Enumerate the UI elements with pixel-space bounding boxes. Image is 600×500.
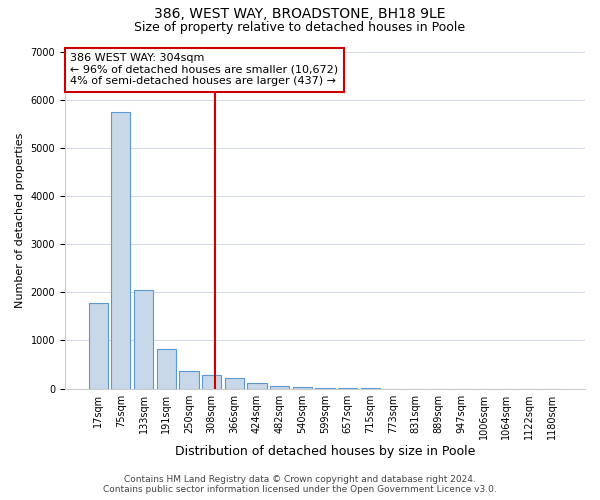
Text: 386, WEST WAY, BROADSTONE, BH18 9LE: 386, WEST WAY, BROADSTONE, BH18 9LE	[154, 8, 446, 22]
Text: 386 WEST WAY: 304sqm
← 96% of detached houses are smaller (10,672)
4% of semi-de: 386 WEST WAY: 304sqm ← 96% of detached h…	[70, 53, 338, 86]
Bar	[134, 290, 153, 388]
Text: Size of property relative to detached houses in Poole: Size of property relative to detached ho…	[134, 21, 466, 34]
Bar	[111, 112, 130, 388]
Text: Contains HM Land Registry data © Crown copyright and database right 2024.
Contai: Contains HM Land Registry data © Crown c…	[103, 474, 497, 494]
Bar	[247, 384, 266, 388]
Bar	[89, 303, 108, 388]
Bar	[202, 376, 221, 388]
Bar	[157, 349, 176, 389]
Bar	[293, 387, 312, 388]
Bar	[270, 386, 289, 388]
Bar	[179, 371, 199, 388]
Y-axis label: Number of detached properties: Number of detached properties	[15, 132, 25, 308]
Bar	[224, 378, 244, 388]
X-axis label: Distribution of detached houses by size in Poole: Distribution of detached houses by size …	[175, 444, 475, 458]
